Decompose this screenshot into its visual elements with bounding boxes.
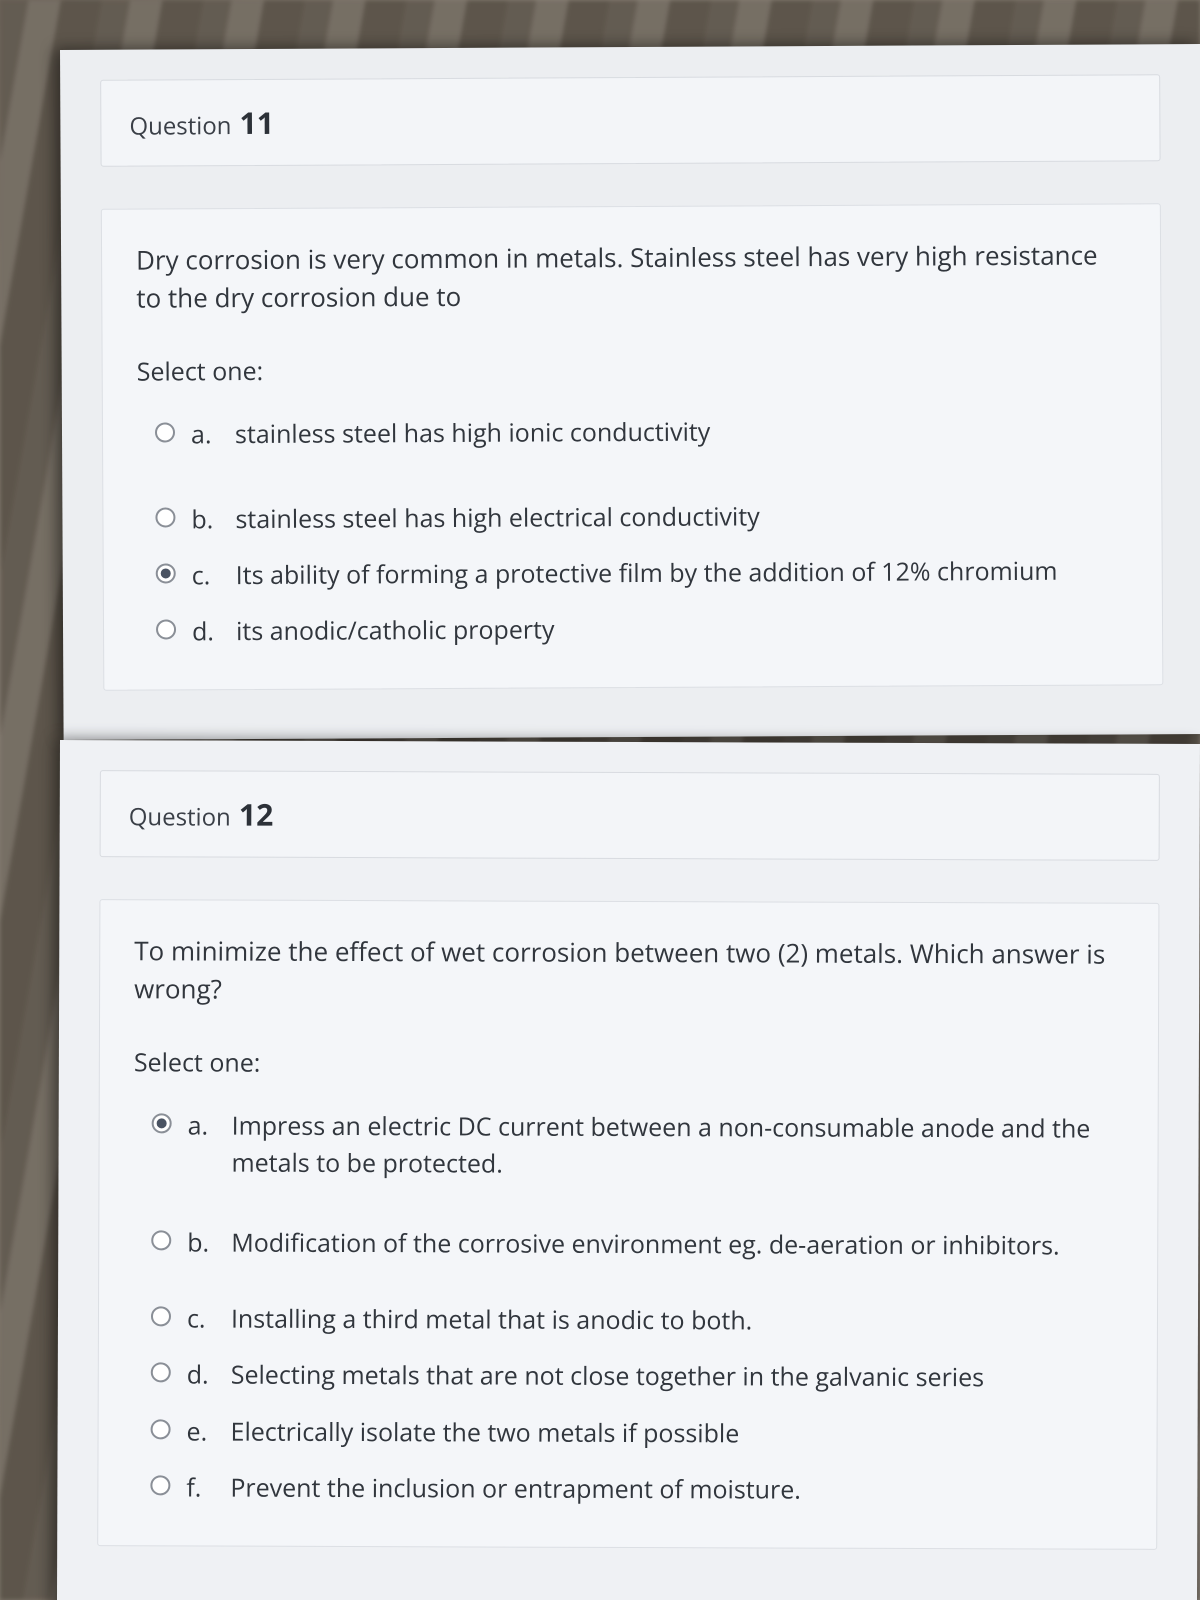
option-letter: c.	[187, 1301, 215, 1337]
option-text: Electrically isolate the two metals if p…	[231, 1413, 1123, 1452]
radio-icon[interactable]	[156, 620, 176, 640]
question-header-card: Question 11	[100, 74, 1160, 167]
option-letter: f.	[186, 1469, 214, 1505]
option-text: Its ability of forming a protective film…	[236, 552, 1128, 593]
question-body-card: To minimize the effect of wet corrosion …	[97, 899, 1159, 1550]
option-text: Installing a third metal that is anodic …	[231, 1301, 1123, 1340]
radio-icon[interactable]	[155, 507, 175, 527]
paper-sheet-q12: Question 12 To minimize the effect of we…	[57, 740, 1200, 1600]
radio-icon-selected[interactable]	[152, 1114, 172, 1134]
select-one-label: Select one:	[137, 350, 1127, 389]
option-letter: d.	[192, 613, 220, 649]
question-header-card: Question 12	[100, 770, 1160, 861]
radio-icon[interactable]	[155, 423, 175, 443]
select-one-label: Select one:	[134, 1046, 1124, 1083]
question-number: 12	[239, 794, 273, 835]
option-letter: d.	[187, 1357, 215, 1393]
option-letter: e.	[187, 1413, 215, 1449]
option-text: Selecting metals that are not close toge…	[231, 1357, 1123, 1396]
question-label: Question	[129, 109, 231, 143]
question-label: Question	[129, 800, 231, 833]
question-stem: To minimize the effect of wet corrosion …	[134, 932, 1124, 1011]
answer-option[interactable]: c. Installing a third metal that is anod…	[133, 1290, 1123, 1350]
radio-icon[interactable]	[151, 1419, 171, 1439]
question-number: 11	[240, 102, 275, 143]
paper-sheet-q11: Question 11 Dry corrosion is very common…	[60, 44, 1200, 740]
answer-option[interactable]: b. Modification of the corrosive environ…	[133, 1214, 1123, 1284]
radio-icon[interactable]	[151, 1363, 171, 1383]
option-text: Modification of the corrosive environmen…	[231, 1224, 1123, 1263]
radio-icon[interactable]	[150, 1475, 170, 1495]
option-text: Impress an electric DC current between a…	[231, 1108, 1123, 1184]
option-text: stainless steel has high electrical cond…	[235, 496, 1127, 537]
option-letter: b.	[191, 501, 219, 537]
answer-option[interactable]: a. stainless steel has high ionic conduc…	[137, 402, 1127, 473]
option-letter: c.	[192, 557, 220, 593]
answer-option[interactable]: d. Selecting metals that are not close t…	[133, 1347, 1123, 1407]
radio-icon-selected[interactable]	[156, 563, 176, 583]
option-letter: a.	[188, 1108, 216, 1144]
option-text: stainless steel has high ionic conductiv…	[235, 412, 1127, 453]
answer-option[interactable]: e. Electrically isolate the two metals i…	[132, 1403, 1122, 1463]
question-body-card: Dry corrosion is very common in metals. …	[101, 203, 1164, 691]
answer-option[interactable]: d. its anodic/catholic property	[138, 599, 1128, 660]
answer-option[interactable]: c. Its ability of forming a protective f…	[138, 542, 1128, 603]
answer-option[interactable]: f. Prevent the inclusion or entrapment o…	[132, 1459, 1122, 1519]
radio-icon[interactable]	[151, 1306, 171, 1326]
option-letter: b.	[187, 1224, 215, 1260]
answer-option[interactable]: b. stainless steel has high electrical c…	[137, 486, 1127, 547]
radio-icon[interactable]	[151, 1230, 171, 1250]
option-text: Prevent the inclusion or entrapment of m…	[230, 1469, 1122, 1508]
option-letter: a.	[191, 417, 219, 453]
answer-option[interactable]: a. Impress an electric DC current betwee…	[133, 1098, 1123, 1204]
option-text: its anodic/catholic property	[236, 609, 1128, 650]
question-stem: Dry corrosion is very common in metals. …	[136, 236, 1126, 317]
